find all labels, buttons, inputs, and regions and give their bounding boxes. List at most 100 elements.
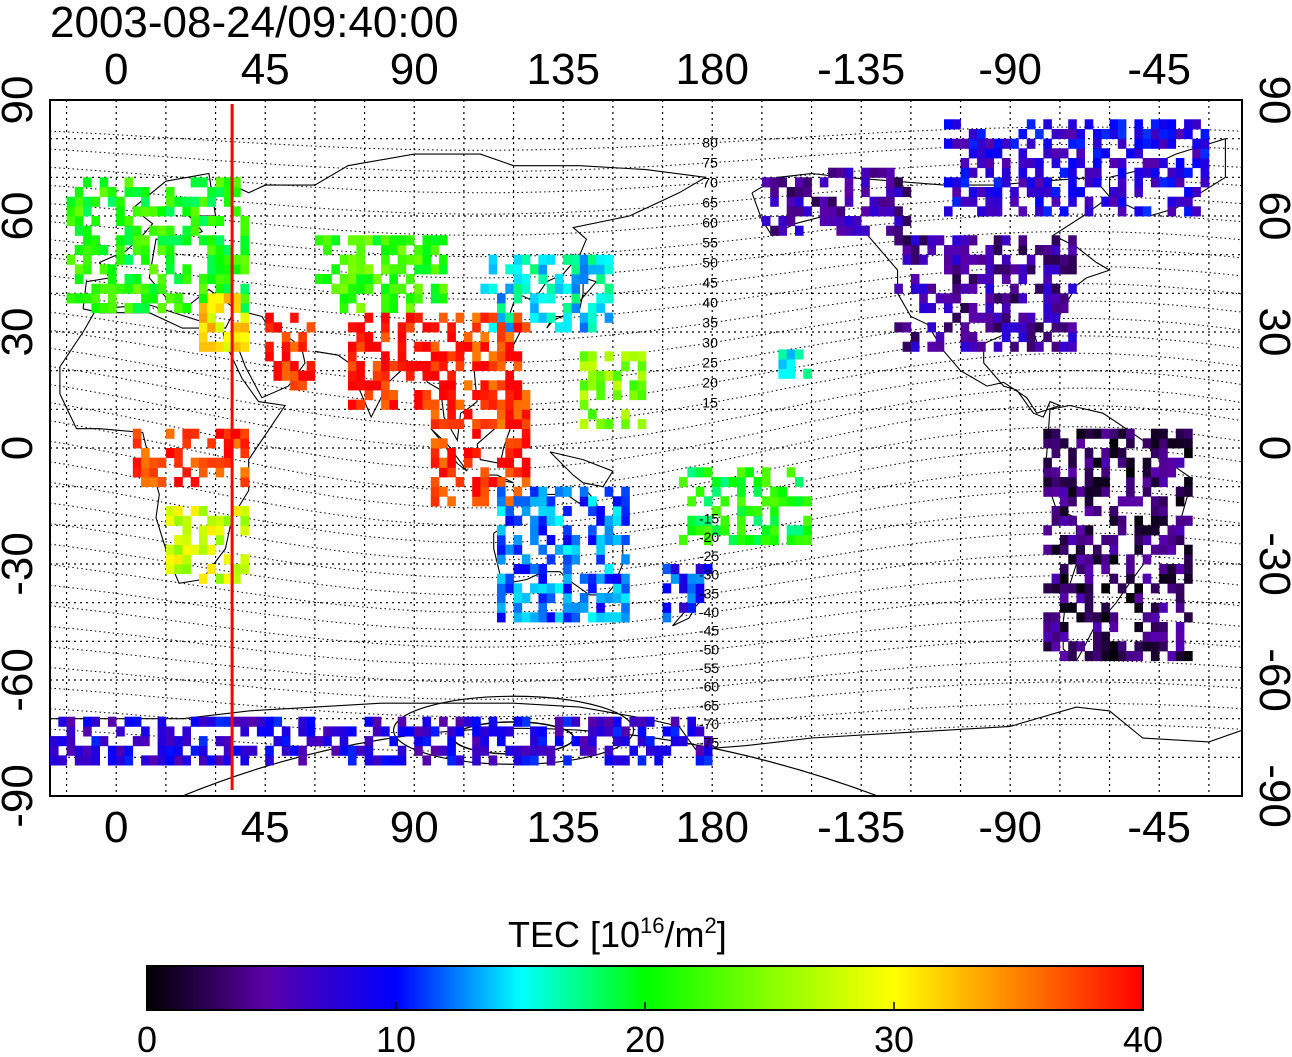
tec-cell [844, 225, 854, 236]
colorbar-label-suffix: ] [717, 914, 727, 955]
tec-cell [141, 235, 150, 246]
tec-cell [505, 399, 514, 410]
tec-cell [513, 312, 523, 323]
tec-cell [960, 167, 970, 178]
tec-cell [389, 293, 398, 304]
tec-cell [612, 370, 622, 381]
tec-cell [546, 254, 556, 265]
tec-cell [265, 726, 274, 737]
tec-cell [215, 736, 225, 747]
tec-cell [629, 351, 638, 362]
tec-cell [670, 736, 680, 747]
tec-cell [770, 225, 779, 236]
tec-cell [1150, 506, 1160, 517]
tec-cell [1093, 177, 1102, 188]
tec-cell [58, 736, 67, 747]
tec-cell [430, 351, 440, 362]
tec-cell [687, 515, 696, 526]
tec-cell [1109, 612, 1119, 623]
tec-cell [1018, 293, 1028, 304]
tec-cell [513, 612, 523, 623]
tec-cell [968, 187, 978, 198]
tec-cell [621, 496, 630, 507]
tec-cell [629, 390, 638, 401]
tec-cell [604, 254, 614, 265]
tec-cell [596, 573, 605, 584]
tec-cell [596, 554, 605, 565]
tec-cell [472, 726, 481, 737]
tec-cell [1126, 564, 1135, 575]
tec-cell [430, 322, 440, 333]
tec-cell [579, 274, 589, 285]
tec-cell [1142, 467, 1152, 478]
tec-cell [83, 245, 92, 256]
tec-cell [1134, 496, 1143, 507]
tec-cell [1084, 477, 1094, 488]
tec-cell [1150, 612, 1160, 623]
tec-cell [985, 312, 994, 323]
contour-label: -75 [699, 735, 719, 751]
tec-cell [1035, 187, 1044, 198]
tec-cell [1101, 129, 1110, 140]
tec-cell [348, 254, 357, 265]
tec-cell [513, 448, 523, 459]
colorbar-tick-label: 20 [625, 1019, 665, 1057]
tec-cell [132, 225, 142, 236]
tec-cell [761, 177, 771, 188]
tec-cell [1159, 158, 1168, 169]
tec-cell [1142, 438, 1152, 449]
tec-cell [521, 716, 531, 727]
tec-cell [1184, 612, 1193, 623]
tec-cell [66, 745, 76, 756]
tec-cell [240, 322, 249, 333]
tec-cell [1159, 641, 1168, 652]
tec-cell [405, 274, 415, 285]
tec-cell [1159, 622, 1168, 633]
tec-cell [174, 477, 183, 488]
tec-cell [571, 602, 581, 613]
tec-cell [505, 380, 514, 391]
tec-cell [488, 254, 498, 265]
tec-cell [761, 216, 771, 227]
tec-cell [199, 755, 208, 766]
tec-cell [1167, 525, 1177, 536]
tec-cell [290, 745, 299, 756]
tec-cell [91, 245, 100, 256]
tec-cell [240, 303, 249, 314]
top-lon-label: -135 [817, 45, 905, 94]
tec-cell [1059, 535, 1069, 546]
tec-cell [91, 235, 100, 246]
tec-cell [530, 264, 539, 275]
tec-cell [952, 177, 961, 188]
tec-cell [389, 755, 398, 766]
tec-cell [1175, 525, 1185, 536]
tec-cell [165, 196, 175, 207]
tec-cell [960, 196, 970, 207]
contour-label: -40 [699, 604, 719, 620]
tec-cell [397, 332, 407, 343]
tec-cell [571, 716, 581, 727]
tec-cell [993, 312, 1003, 323]
tec-cell [563, 612, 572, 623]
tec-cell [1117, 167, 1127, 178]
tec-cell [588, 303, 597, 314]
tec-cell [670, 564, 680, 575]
tec-cell [364, 716, 374, 727]
tec-cell [513, 390, 523, 401]
tec-cell [919, 293, 928, 304]
tec-cell [281, 361, 291, 372]
tec-cell [530, 293, 539, 304]
bottom-lon-label: 180 [676, 803, 749, 852]
tec-cell [629, 380, 638, 391]
tec-cell [488, 477, 498, 488]
tec-cell [538, 726, 547, 737]
top-lon-label: -45 [1127, 45, 1191, 94]
tec-cell [786, 216, 796, 227]
tec-cell [687, 583, 696, 594]
tec-cell [554, 486, 564, 497]
tec-cell [1117, 515, 1127, 526]
tec-cell [74, 293, 84, 304]
tec-cell [604, 283, 614, 294]
tec-cell [430, 399, 440, 410]
tec-cell [844, 167, 854, 178]
